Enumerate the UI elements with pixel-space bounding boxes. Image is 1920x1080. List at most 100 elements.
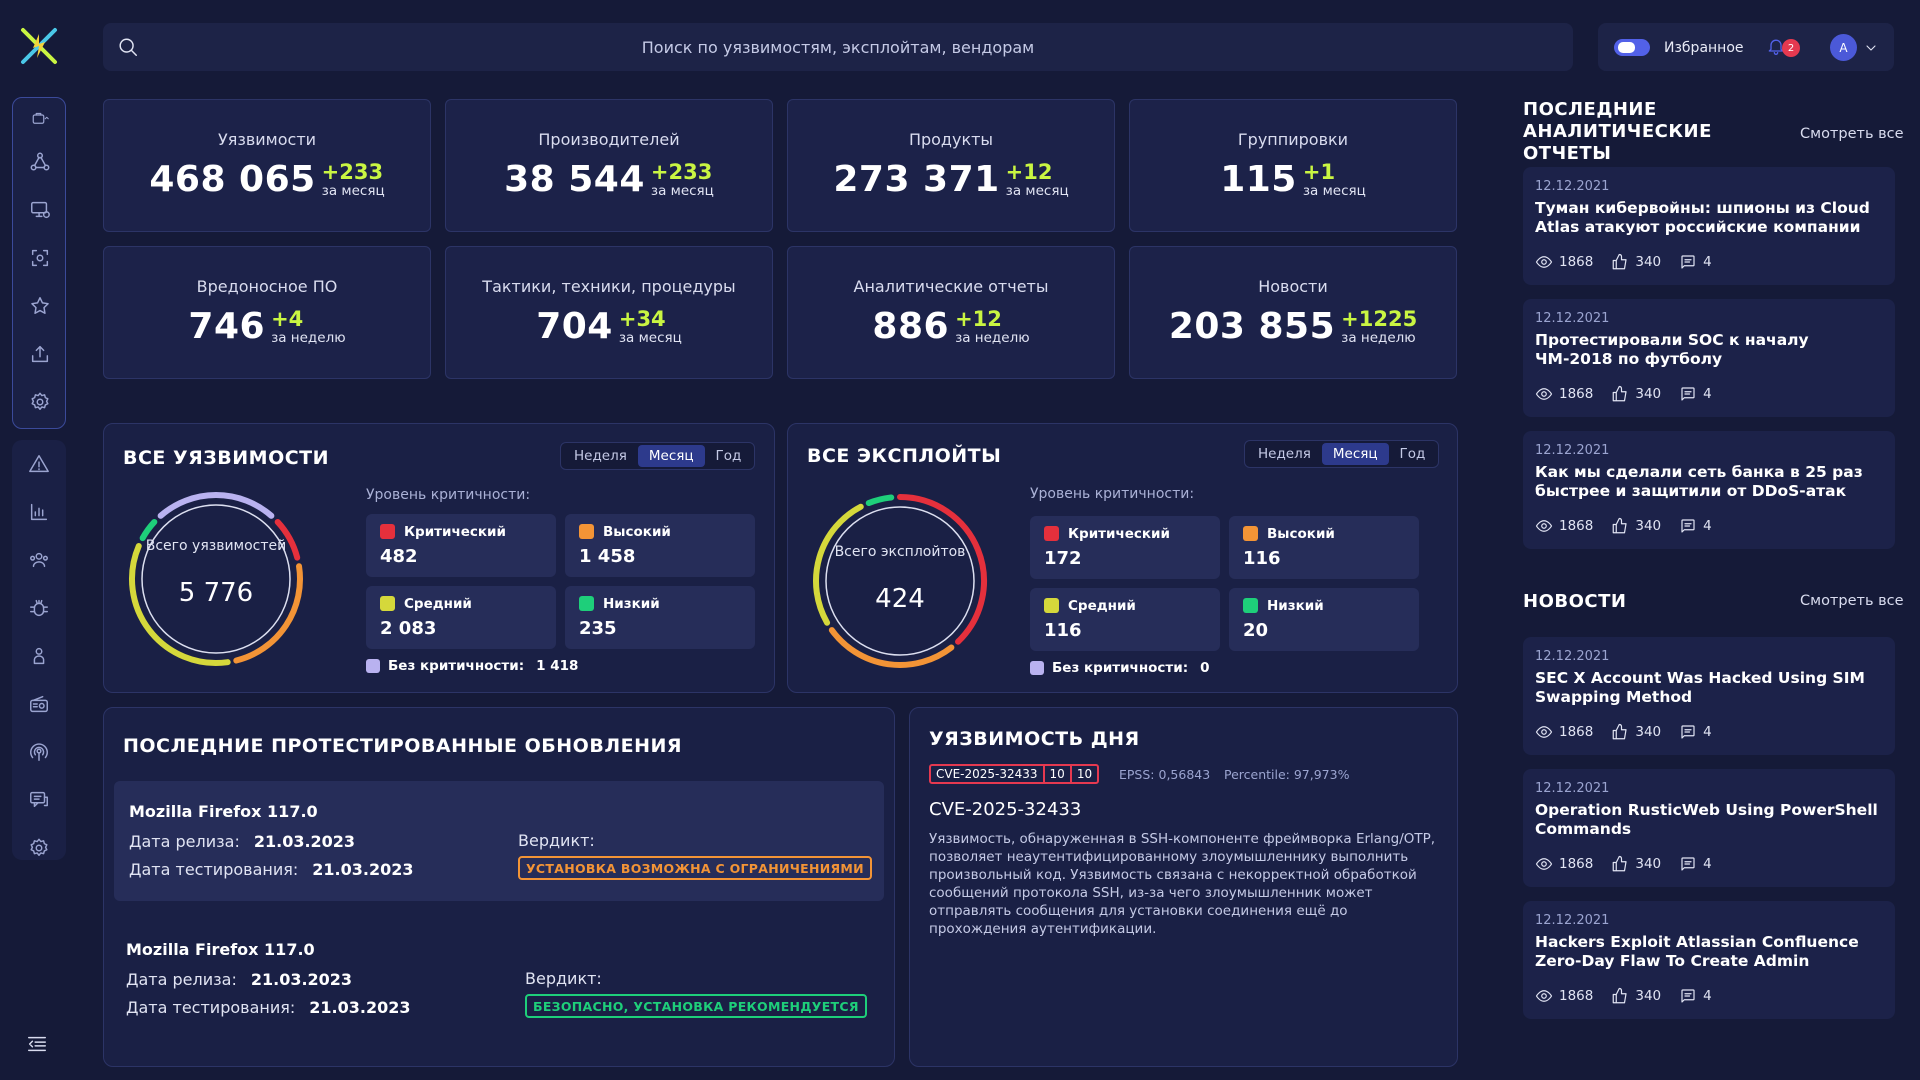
- vuln-of-day-panel[interactable]: УЯЗВИМОСТЬ ДНЯ CVE-2025-32433 10 10 EPSS…: [909, 707, 1458, 1067]
- stat-title: Тактики, техники, процедуры: [482, 277, 736, 296]
- stat-card-malware[interactable]: Вредоносное ПО 746 +4 за неделю: [103, 246, 431, 379]
- sidebar-item-monitor[interactable]: [13, 186, 67, 234]
- search-bar[interactable]: Поиск по уязвимостям, эксплойтам, вендор…: [103, 23, 1573, 71]
- tested-date: Дата тестирования: 21.03.2023: [126, 998, 410, 1017]
- donut-segment-high[interactable]: [233, 563, 303, 664]
- thumbs-up-icon[interactable]: [1611, 723, 1629, 741]
- stat-period: за неделю: [271, 330, 346, 346]
- sidebar-collapse-button[interactable]: [26, 1033, 48, 1055]
- sidebar-item-groups[interactable]: [12, 536, 66, 584]
- stat-card-products[interactable]: Продукты 273 371 +12 за месяц: [787, 99, 1115, 232]
- search-input[interactable]: Поиск по уязвимостям, эксплойтам, вендор…: [641, 37, 1035, 57]
- none-value: 0: [1200, 660, 1210, 676]
- thumbs-up-icon[interactable]: [1611, 855, 1629, 873]
- vulnerabilities-donut: [129, 492, 303, 666]
- stat-card-groups[interactable]: Группировки 115 +1 за месяц: [1129, 99, 1457, 232]
- tab-month[interactable]: Месяц: [637, 445, 705, 467]
- panel-title: ВСЕ УЯЗВИМОСТИ: [123, 447, 330, 469]
- period-tabs: Неделя Месяц Год: [1244, 440, 1440, 468]
- comment-icon[interactable]: [1679, 253, 1697, 271]
- sidebar-item-broadcast[interactable]: [12, 728, 66, 776]
- sidebar-item-actors[interactable]: [12, 632, 66, 680]
- level-value: 172: [1044, 548, 1082, 569]
- stat-card-ttp[interactable]: Тактики, техники, процедуры 704 +34 за мес…: [445, 246, 773, 379]
- notifications-button[interactable]: [1766, 36, 1786, 56]
- sidebar-item-scan[interactable]: [13, 234, 67, 282]
- level-low[interactable]: Низкий 20: [1229, 588, 1419, 651]
- update-name: Mozilla Firefox 117.0: [126, 940, 315, 959]
- stat-card-vulnerabilities[interactable]: Уязвимости 468 065 +233 за месяц: [103, 99, 431, 232]
- donut-segment-none[interactable]: [157, 492, 275, 519]
- tab-year[interactable]: Год: [715, 448, 742, 464]
- tab-week[interactable]: Неделя: [1258, 446, 1311, 462]
- sidebar-item-favorites[interactable]: [13, 282, 67, 330]
- comment-icon[interactable]: [1679, 723, 1697, 741]
- report-card[interactable]: 12.12.2021 Туман кибервойны: шпионы из C…: [1523, 167, 1895, 285]
- level-medium[interactable]: Средний 2 083: [366, 586, 556, 649]
- likes-count: 340: [1635, 724, 1662, 740]
- donut-segment-high[interactable]: [828, 627, 955, 668]
- update-item[interactable]: Mozilla Firefox 117.0 Дата релиза: 21.03.…: [114, 781, 884, 901]
- sidebar-item-radio[interactable]: [12, 680, 66, 728]
- level-critical[interactable]: Критический 172: [1030, 516, 1220, 579]
- tab-week[interactable]: Неделя: [574, 448, 627, 464]
- likes-count: 340: [1635, 518, 1662, 534]
- comment-icon[interactable]: [1679, 385, 1697, 403]
- donut-segment-low[interactable]: [139, 518, 158, 542]
- reports-see-all-link[interactable]: Смотреть все: [1800, 126, 1904, 142]
- stat-value: 38 544: [504, 159, 645, 200]
- news-card[interactable]: 12.12.2021 SEC X Account Was Hacked Usin…: [1523, 637, 1895, 755]
- report-card[interactable]: 12.12.2021 Как мы сделали сеть банка в 2…: [1523, 431, 1895, 549]
- chevron-down-icon[interactable]: [1863, 40, 1879, 56]
- donut-segment-critical[interactable]: [274, 518, 301, 561]
- level-low[interactable]: Низкий 235: [565, 586, 755, 649]
- thumbs-up-icon[interactable]: [1611, 385, 1629, 403]
- stat-title: Новости: [1258, 277, 1328, 296]
- sidebar-item-graph[interactable]: [13, 138, 67, 186]
- comment-icon[interactable]: [1679, 517, 1697, 535]
- news-see-all-link[interactable]: Смотреть все: [1800, 593, 1904, 609]
- sidebar-item-cases[interactable]: [13, 98, 67, 138]
- level-medium[interactable]: Средний 116: [1030, 588, 1220, 651]
- sidebar-item-malware[interactable]: [12, 584, 66, 632]
- comment-icon[interactable]: [1679, 855, 1697, 873]
- update-item[interactable]: Mozilla Firefox 117.0 Дата релиза: 21.03.…: [114, 918, 884, 1038]
- triangle-nodes-icon: [30, 152, 50, 171]
- donut-segment-low[interactable]: [865, 494, 895, 507]
- level-value: 116: [1243, 548, 1281, 569]
- sidebar-item-messages[interactable]: [12, 776, 66, 824]
- donut-segment-medium[interactable]: [813, 503, 864, 626]
- level-critical[interactable]: Критический 482: [366, 514, 556, 577]
- donut-segment-critical[interactable]: [897, 494, 987, 645]
- level-high[interactable]: Высокий 116: [1229, 516, 1419, 579]
- cvss-score-1: 10: [1045, 766, 1072, 782]
- sidebar-item-config[interactable]: [13, 378, 67, 426]
- sidebar-item-analytics[interactable]: [12, 488, 66, 536]
- thumbs-up-icon[interactable]: [1611, 253, 1629, 271]
- sidebar-item-upload[interactable]: [13, 330, 67, 378]
- donut-segment-medium[interactable]: [129, 543, 231, 666]
- thumbs-up-icon[interactable]: [1611, 987, 1629, 1005]
- cve-description: Уязвимость, обнаруженная в SSH-компонент…: [929, 831, 1436, 937]
- views-count: 1868: [1559, 386, 1594, 402]
- stat-card-reports[interactable]: Аналитические отчеты 886 +12 за неделю: [787, 246, 1115, 379]
- tab-year[interactable]: Год: [1399, 446, 1426, 462]
- avatar[interactable]: А: [1830, 34, 1857, 61]
- news-card[interactable]: 12.12.2021 Operation RusticWeb Using Pow…: [1523, 769, 1895, 887]
- level-name: Низкий: [1267, 598, 1324, 614]
- views-count: 1868: [1559, 724, 1594, 740]
- thumbs-up-icon[interactable]: [1611, 517, 1629, 535]
- sidebar-item-settings[interactable]: [12, 824, 66, 872]
- news-card[interactable]: 12.12.2021 Hackers Exploit Atlassian Con…: [1523, 901, 1895, 1019]
- stat-card-vendors[interactable]: Производителей 38 544 +233 за месяц: [445, 99, 773, 232]
- tab-month[interactable]: Месяц: [1321, 443, 1389, 465]
- report-card[interactable]: 12.12.2021 Протестировали SOC к началу Ч…: [1523, 299, 1895, 417]
- comment-icon[interactable]: [1679, 987, 1697, 1005]
- sidebar-item-vulnerabilities[interactable]: [12, 440, 66, 488]
- verdict-badge: БЕЗОПАСНО, УСТАНОВКА РЕКОМЕНДУЕТСЯ: [525, 994, 867, 1018]
- app-logo[interactable]: [19, 26, 59, 66]
- level-high[interactable]: Высокий 1 458: [565, 514, 755, 577]
- level-name: Критический: [404, 524, 506, 540]
- favorites-toggle[interactable]: [1614, 39, 1650, 56]
- stat-card-news[interactable]: Новости 203 855 +1225 за неделю: [1129, 246, 1457, 379]
